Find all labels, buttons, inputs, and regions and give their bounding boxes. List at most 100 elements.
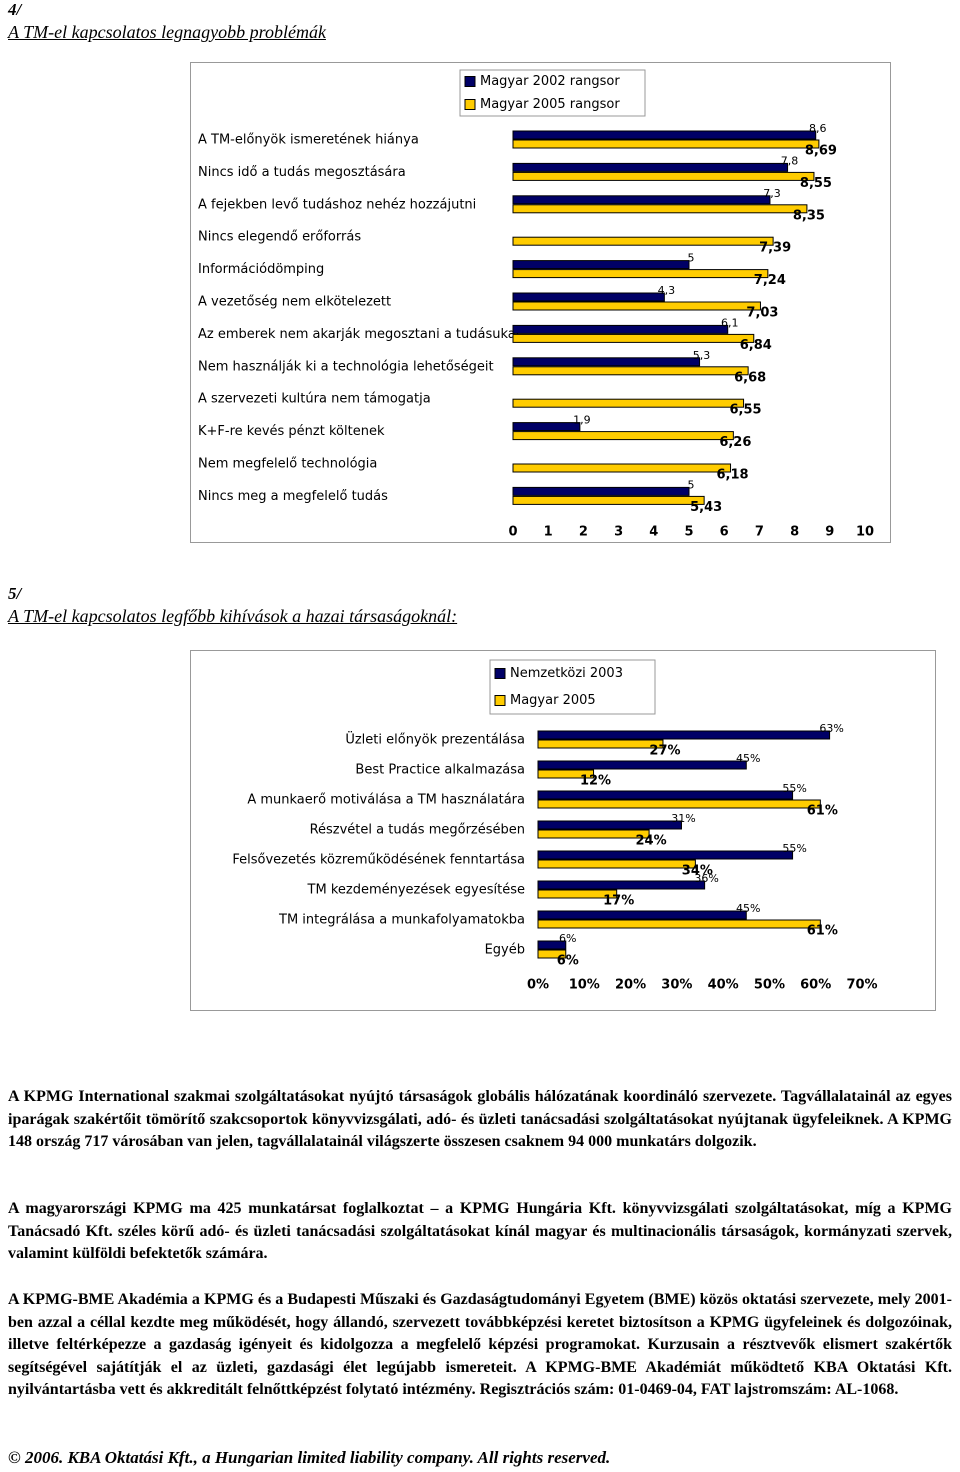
value-label: 55% [782,782,806,795]
bar [537,910,747,920]
bar [537,730,831,740]
category-label: Részvétel a tudás megőrzésében [310,823,525,838]
bar [512,292,665,302]
value-label: 55% [782,842,806,855]
legend-label: Magyar 2005 rangsor [480,97,620,112]
category-label: Nincs meg a megfelelő tudás [198,489,388,504]
bar [512,162,789,172]
value-label: 5 [688,478,695,491]
value-label: 61% [807,924,838,939]
bar [512,171,815,181]
x-tick-label: 3 [614,525,623,540]
value-label: 7,8 [781,154,799,167]
value-label: 31% [671,812,695,825]
category-label: A vezetőség nem elkötelezett [198,295,391,310]
bar [512,301,761,311]
bar [537,799,821,809]
bar [537,919,821,929]
paragraph: A KPMG-BME Akadémia a KPMG és a Budapest… [8,1291,952,1398]
bar [537,949,567,959]
bar [537,889,618,899]
bar [512,422,581,432]
x-tick-label: 20% [615,978,646,993]
bar [512,463,732,473]
value-label: 12% [580,774,611,789]
bar [512,260,690,270]
bar [537,850,794,860]
x-tick-label: 70% [846,978,877,993]
x-tick-label: 0 [508,525,517,540]
value-label: 7,03 [746,306,778,321]
x-tick-label: 4 [649,525,658,540]
value-label: 6,84 [740,338,772,353]
bar [512,495,705,505]
bar [512,431,734,441]
category-label: Információdömping [198,262,324,277]
bar [512,324,729,334]
value-label: 45% [736,902,760,915]
category-label: A szervezeti kultúra nem támogatja [198,392,431,407]
value-label: 5,43 [690,500,722,515]
x-tick-label: 5 [684,525,693,540]
bar [537,790,794,800]
category-label: Best Practice alkalmazása [355,763,525,778]
bar [512,333,755,343]
category-label: Egyéb [485,943,525,958]
bar [512,486,690,496]
bar [512,195,771,205]
bar [537,820,682,830]
value-label: 24% [636,834,667,849]
category-label: Nincs idő a tudás megosztására [198,165,406,180]
x-tick-label: 9 [825,525,834,540]
value-label: 1,9 [573,414,591,427]
value-label: 63% [819,722,843,735]
category-label: A fejekben levő tudáshoz nehéz hozzájutn… [198,197,476,212]
value-label: 7,24 [754,273,786,288]
legend-swatch [494,668,506,679]
value-label: 17% [603,894,634,909]
value-label: 34% [682,864,713,879]
category-label: TM kezdeményezések egyesítése [307,883,525,898]
bar [512,236,774,246]
category-label: Nincs elegendő erőforrás [198,230,361,245]
value-label: 6,1 [721,316,739,329]
bar [537,880,706,890]
value-label: 45% [736,752,760,765]
footer: © 2006. KBA Oktatási Kft., a Hungarian l… [8,1448,611,1467]
section-number: 5/ [8,584,22,603]
x-tick-label: 0% [527,978,549,993]
value-label: 8,6 [809,122,827,135]
value-label: 61% [807,804,838,819]
x-tick-label: 10% [569,978,600,993]
value-label: 6,18 [716,468,748,483]
paragraph: A magyarországi KPMG ma 425 munkatársat … [8,1200,952,1262]
bar [512,269,769,279]
bar [537,739,664,749]
category-label: A munkaerő motiválása a TM használatára [247,793,525,808]
legend-label: Nemzetközi 2003 [510,666,623,681]
x-tick-label: 7 [755,525,764,540]
bar [512,366,749,376]
value-label: 7,39 [759,241,791,256]
bar [512,398,745,408]
value-label: 4,3 [658,284,676,297]
value-label: 5 [688,252,695,265]
x-tick-label: 50% [754,978,785,993]
x-tick-label: 40% [708,978,739,993]
legend-swatch [464,76,476,87]
section-number: 4/ [8,0,22,19]
bar [537,760,747,770]
bar [512,139,820,149]
x-tick-label: 6 [720,525,729,540]
chart: Magyar 2002 rangsor Magyar 2005 rangsor 0 1… [190,62,891,543]
category-label: Üzleti előnyök prezentálása [345,731,525,748]
x-tick-label: 10 [856,525,874,540]
value-label: 6,55 [730,403,762,418]
value-label: 7,3 [763,187,781,200]
category-label: Az emberek nem akarják megosztani a tudá… [198,327,521,342]
value-label: 6,26 [719,435,751,450]
x-tick-label: 30% [661,978,692,993]
legend-box [459,69,646,117]
bar [537,940,567,950]
